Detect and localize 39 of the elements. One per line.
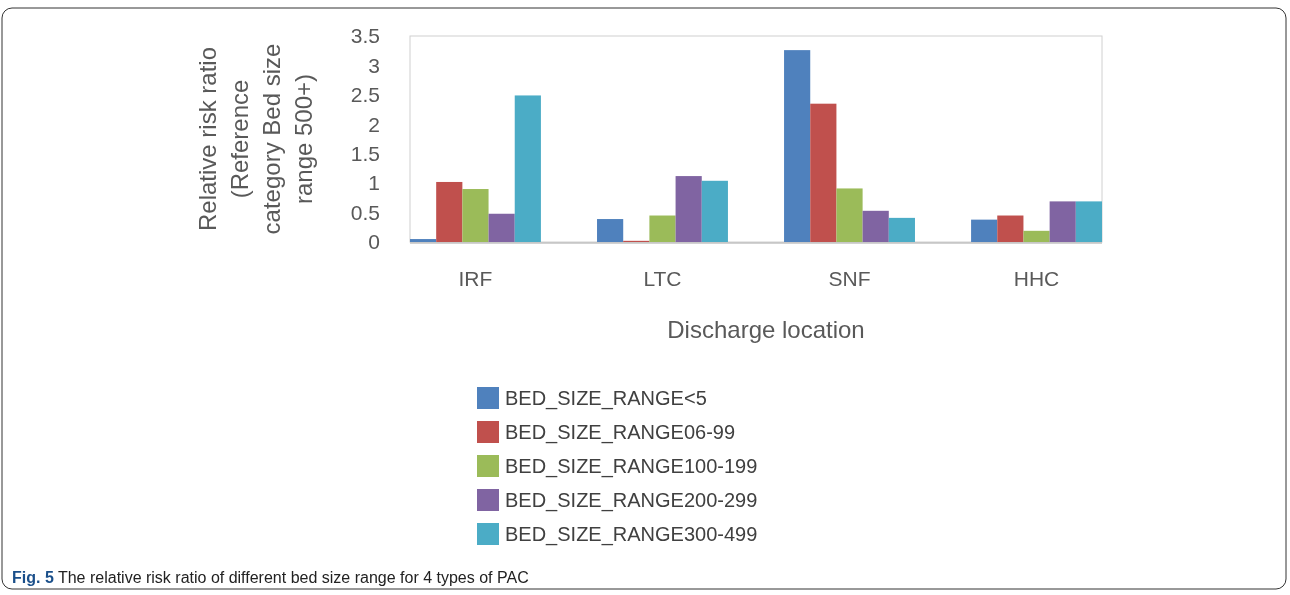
bar xyxy=(410,239,437,242)
y-axis-title: Relative risk ratio (Reference category Bed size range 500+) xyxy=(194,43,317,235)
y-tick-label: 3.5 xyxy=(350,24,380,48)
bar xyxy=(862,210,889,242)
x-tick-label: HHC xyxy=(1013,267,1060,290)
legend-label: BED_SIZE_RANGE300-499 xyxy=(505,523,758,546)
bar xyxy=(462,189,489,242)
bar xyxy=(649,215,676,242)
y-tick-label: 1.5 xyxy=(350,142,380,166)
bar xyxy=(784,50,811,242)
x-tick-label: IRF xyxy=(458,267,493,290)
legend-label: BED_SIZE_RANGE<5 xyxy=(505,387,707,410)
y-tick-label: 2.5 xyxy=(350,83,380,107)
bar xyxy=(675,176,702,242)
bar xyxy=(488,213,515,242)
bar xyxy=(971,219,998,242)
y-tick-label: 2 xyxy=(368,112,380,136)
bar xyxy=(836,188,863,242)
legend-label: BED_SIZE_RANGE06-99 xyxy=(505,421,736,444)
bar xyxy=(888,217,915,242)
bar xyxy=(514,95,541,242)
text: Fig. 5 The relative risk ratio of different bed size range for 4 types of PAC xyxy=(12,569,529,586)
y-tick-label: 1 xyxy=(368,171,380,195)
y-tick-label: 0.5 xyxy=(350,200,380,224)
x-tick-label: LTC xyxy=(643,267,682,290)
bar xyxy=(997,215,1024,242)
bar xyxy=(701,180,728,242)
bar xyxy=(1075,201,1102,242)
x-axis-title: Discharge location xyxy=(667,316,865,343)
x-tick-label: SNF xyxy=(828,267,871,290)
bar xyxy=(810,103,837,242)
bar xyxy=(436,181,463,242)
y-tick-label: 3 xyxy=(368,53,380,77)
bar xyxy=(597,219,624,242)
y-tick-label: 0 xyxy=(368,230,380,254)
bar xyxy=(1023,230,1050,242)
bar xyxy=(1049,201,1076,242)
legend-label: BED_SIZE_RANGE100-199 xyxy=(505,455,758,478)
legend-label: BED_SIZE_RANGE200-299 xyxy=(505,489,758,512)
